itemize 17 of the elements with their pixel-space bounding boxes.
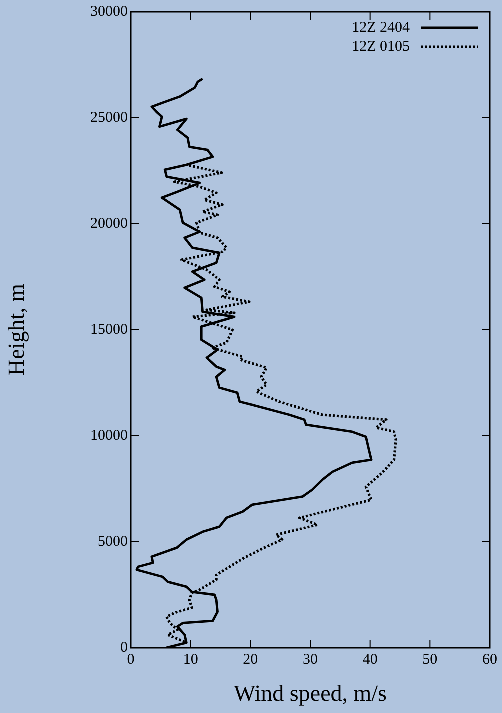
y-tick-label: 15000 bbox=[90, 322, 128, 338]
y-tick-label: 5000 bbox=[98, 534, 128, 550]
legend-label: 12Z 2404 bbox=[352, 20, 410, 36]
x-tick-label: 20 bbox=[243, 652, 258, 668]
x-tick-label: 40 bbox=[362, 652, 378, 668]
x-tick-label: 10 bbox=[183, 652, 198, 668]
y-tick-label: 25000 bbox=[90, 110, 128, 126]
y-tick-label: 30000 bbox=[90, 4, 128, 20]
legend-label: 12Z 0105 bbox=[352, 38, 410, 55]
y-axis-title: Height, m bbox=[4, 284, 29, 376]
y-tick-label: 20000 bbox=[90, 216, 128, 232]
x-tick-label: 30 bbox=[303, 652, 318, 668]
y-tick-label: 0 bbox=[120, 640, 128, 656]
x-axis-title: Wind speed, m/s bbox=[234, 681, 388, 706]
y-tick-label: 10000 bbox=[90, 428, 128, 444]
x-tick-label: 60 bbox=[482, 652, 498, 668]
x-tick-label: 50 bbox=[422, 652, 438, 668]
